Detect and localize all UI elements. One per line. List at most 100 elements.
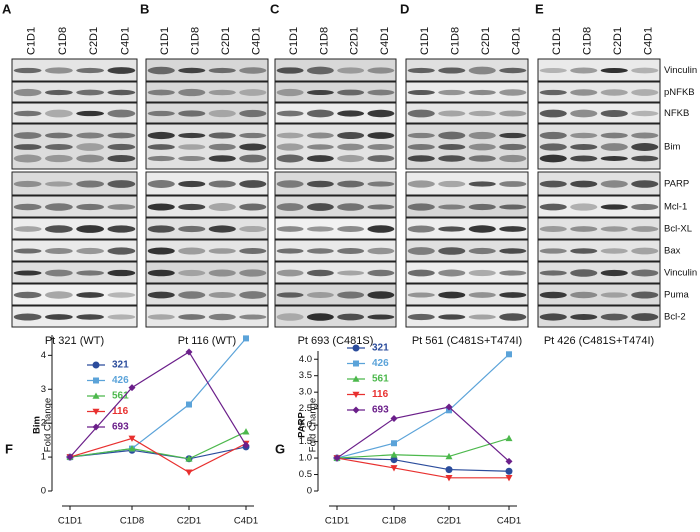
data-point [505,467,513,475]
blot-band [438,204,466,210]
blot-band [407,67,435,74]
legend-label: 693 [112,422,129,433]
blot-strip [274,171,397,196]
y-tick-label: 3 [41,384,46,395]
blot-strip [145,283,269,306]
blot-band [306,66,334,75]
data-point [243,335,249,342]
blot-band [13,67,42,74]
blot-band [407,180,435,188]
blot-band [407,313,435,321]
blot-band [468,143,496,151]
blot-band [276,180,304,188]
data-point [242,428,250,435]
blot-band [276,132,304,139]
data-point [242,441,250,449]
y-axis-title: PARP [297,411,308,437]
lane-label: C1D1 [26,27,38,55]
lane-label: C2D1 [220,27,232,55]
blot-strip [145,58,269,82]
blot-band [147,314,175,320]
blot-strip [274,261,397,284]
data-point [390,456,398,464]
blot-band [468,155,496,162]
blot-band [499,204,527,210]
data-point [128,435,136,442]
data-point [390,465,398,472]
series-line [336,406,510,462]
blot-band [468,225,496,233]
blot-band [468,269,496,277]
y-tick-label: 1 [41,452,46,463]
data-point [92,423,100,431]
blot-band [107,109,136,118]
panel-label: G [275,441,285,456]
blot-band [631,89,659,96]
blot-band [367,109,395,118]
blot-band [499,67,527,74]
blot-band [239,109,267,118]
protein-label: Puma [664,290,690,301]
data-point [352,344,360,352]
blot-band [147,89,175,96]
blot-strip [405,171,529,196]
blot-band [570,144,598,150]
blot-band [337,270,365,276]
y-tick-label: 2 [41,418,46,429]
lane-label: C1D1 [419,27,431,55]
blot-band [306,248,334,254]
blot-band [107,180,136,188]
blot-band [306,180,334,188]
blot-band [13,203,42,211]
data-point [445,475,453,482]
blot-band [438,314,466,320]
blot-band [600,248,628,254]
blot-strip [145,171,269,196]
blot-band [570,313,598,321]
blot-band [631,143,659,151]
series-line [69,437,247,474]
y-tick-label: 4.0 [299,354,312,365]
blot-band [208,155,236,162]
blot-strip [274,305,397,328]
blot-band [306,109,334,118]
blot-band [44,109,73,118]
blot-strip [537,261,661,284]
blot-band [147,131,175,140]
blot-strip [537,171,661,196]
blot-band [600,204,628,210]
data-point [391,440,397,447]
blot-band [276,88,304,97]
blot-band [306,226,334,232]
blot-band [76,143,105,151]
blot-band [438,180,466,188]
blot-strip [11,81,138,103]
blot-band [631,269,659,277]
blot-band [276,143,304,151]
blot-band [499,110,527,117]
panel-label: B [140,1,149,16]
legend-label: 426 [372,358,389,369]
blot-band [438,247,466,255]
blot-band [570,291,598,299]
data-point [505,434,513,442]
blot-band [147,247,175,255]
blot-band [631,313,659,321]
blot-band [76,203,105,211]
protein-label: NFKB [664,108,689,119]
blot-band [239,143,267,151]
data-point [333,454,341,462]
protein-label: PARP [664,179,689,190]
blot-strip [537,195,661,218]
series-line [336,437,510,459]
blot-band [178,67,206,74]
blot-band [208,248,236,254]
blot-strip [405,81,529,103]
blot-strip [405,261,529,284]
blot-band [107,269,136,277]
y-tick-label: 2.0 [299,420,312,431]
blot-band [539,291,567,299]
protein-label: Mcl-1 [664,202,687,213]
blot-strip [145,217,269,240]
blot-band [44,67,73,74]
